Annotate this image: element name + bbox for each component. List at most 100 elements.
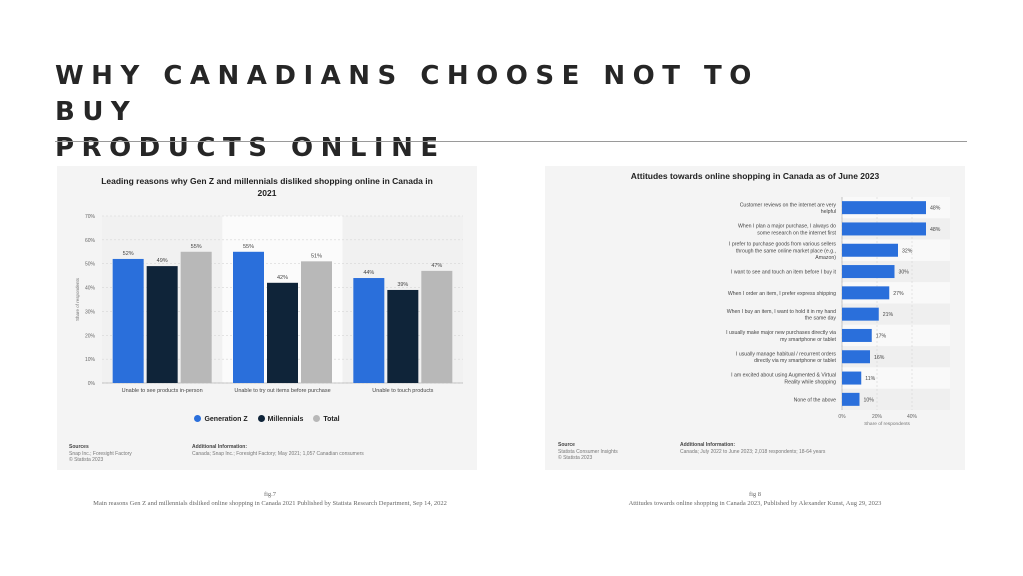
bar-value-label: 39% [397, 282, 408, 288]
bar-value-label: 11% [865, 376, 875, 382]
bar [842, 307, 879, 321]
bar [842, 371, 862, 385]
bar [421, 270, 453, 383]
legend-item-generation-z: Generation Z [194, 415, 248, 423]
chart1-info-text: Canada; Snap Inc.; Foresight Factory; Ma… [192, 450, 364, 457]
chart1-plot: 0% 10% 20% 30% 40% 50% 60% 70% Share of responde… [75, 214, 463, 394]
category-label: When I plan a major purchase, I always d… [738, 224, 836, 230]
page-title: WHY CANADIANS CHOOSE NOT TO BUY PRODUCTS… [55, 58, 855, 166]
y-tick-label: 60% [85, 238, 96, 244]
chart1-sources-line-1: Snap Inc.; Foresight Factory [69, 450, 132, 457]
category-label: Customer reviews on the internet are ver… [740, 202, 837, 208]
y-tick-label: 0% [88, 381, 96, 387]
category-label: None of the above [794, 397, 837, 403]
bar [842, 392, 860, 406]
bar [842, 328, 872, 342]
bar-value-label: 47% [431, 263, 442, 269]
bar [387, 289, 419, 383]
chart1-sources-title: Sources [69, 444, 89, 450]
category-label: I usually make major new purchases direc… [726, 330, 836, 336]
bar-value-label: 44% [363, 270, 374, 276]
chart2-additional-info: Additional Information: Canada; July 202… [680, 442, 825, 455]
chart1-sources: Sources Snap Inc.; Foresight Factory © S… [69, 444, 132, 464]
y-tick-label: 10% [85, 357, 96, 363]
bar [233, 251, 264, 383]
category-label: When I buy an item, I want to hold it in… [727, 309, 836, 315]
category-label: Reality while shopping [784, 379, 836, 385]
bar-value-label: 27% [893, 291, 904, 297]
figure1-caption-label: fig.7 [263, 491, 277, 498]
legend-item-total: Total [313, 415, 340, 423]
category-label: I usually manage habitual / recurrent or… [736, 351, 836, 357]
figure2-caption-label: fig 8 [748, 491, 762, 498]
chart1-title-line-2: 2021 [257, 188, 277, 198]
chart2-info-text: Canada; July 2022 to June 2023; 2,018 re… [680, 448, 826, 455]
bar-value-label: 49% [157, 258, 168, 264]
legend-item-millennials: Millennials [257, 415, 303, 423]
chart-panel-attitudes: Attitudes towards online shopping in Can… [545, 166, 965, 470]
chart1-sources-line-2: © Statista 2023 [69, 457, 104, 463]
bar [842, 350, 870, 364]
title-divider [55, 141, 967, 142]
category-label: some research on the internet first [757, 230, 836, 236]
bar-value-label: 55% [243, 244, 254, 250]
category-label: I want to see and touch an item before I… [731, 270, 837, 276]
chart1-additional-info: Additional Information: Canada; Snap Inc… [192, 444, 364, 457]
x-tick-label: 0% [838, 414, 846, 420]
legend-label-generation-z: Generation Z [204, 416, 248, 423]
row-band [842, 367, 950, 389]
figure2-caption-text: Attitudes towards online shopping in Can… [628, 500, 882, 507]
category-label: Amazon) [815, 255, 836, 261]
bar-value-label: 48% [930, 206, 941, 212]
category-label: When I order an item, I prefer express s… [728, 291, 836, 297]
bar-value-label: 48% [930, 227, 941, 233]
category-label: the same day [805, 316, 837, 322]
bar-value-label: 16% [874, 355, 885, 361]
x-tick-label: 40% [907, 414, 918, 420]
chart2-sources-title: Source [558, 442, 575, 448]
row-band [842, 388, 950, 410]
chart2-plot: 0% 20% 40%Share of respondents 48% Customer … [726, 197, 950, 427]
bar-value-label: 30% [899, 270, 910, 276]
bar-value-label: 51% [311, 253, 322, 259]
bar [146, 266, 178, 383]
bar-value-label: 21% [883, 312, 894, 318]
bar [112, 258, 144, 383]
bar [842, 222, 926, 236]
bar [180, 251, 212, 383]
legend-swatch-generation-z [194, 415, 202, 422]
bar-value-label: 55% [191, 244, 202, 250]
y-tick-label: 30% [85, 309, 96, 315]
category-label: helpful [821, 209, 836, 215]
legend-swatch-millennials [257, 415, 265, 422]
bar-value-label: 10% [864, 397, 875, 403]
category-label: directly via my smartphone or tablet [754, 358, 836, 364]
bar-value-label: 42% [277, 275, 288, 281]
bar [842, 243, 898, 257]
y-axis-title: Share of respondents [75, 277, 80, 321]
category-label: I prefer to purchase goods from various … [729, 241, 836, 247]
x-tick-label: 20% [872, 414, 883, 420]
page-title-line-2: PRODUCTS ONLINE [55, 133, 446, 163]
x-category-label: Unable to try out items before purchase [234, 388, 330, 394]
chart1-title: Leading reasons why Gen Z and millennial… [57, 175, 477, 199]
y-tick-label: 50% [85, 262, 96, 268]
chart2-title: Attitudes towards online shopping in Can… [630, 171, 880, 181]
legend-label-total: Total [323, 416, 340, 423]
chart1-title-line-1: Leading reasons why Gen Z and millennial… [101, 176, 433, 186]
bar [267, 282, 298, 383]
page-title-line-1: WHY CANADIANS CHOOSE NOT TO BUY [55, 61, 759, 127]
bar-value-label: 52% [123, 251, 134, 257]
category-label: through the same online market place (e.… [736, 248, 836, 254]
figure2-caption: fig 8 Attitudes towards online shopping … [535, 490, 975, 508]
bar-value-label: 32% [902, 248, 913, 254]
chart2-sources-line-1: Statista Consumer Insights [558, 448, 618, 455]
x-axis-title: Share of respondents [864, 421, 910, 427]
figure1-caption: fig.7 Main reasons Gen Z and millennials… [40, 490, 500, 508]
x-category-label: Unable to see products in-person [122, 388, 203, 394]
chart2-info-title: Additional Information: [680, 442, 735, 448]
chart2-sources: Source Statista Consumer Insights © Stat… [558, 442, 618, 462]
y-tick-label: 20% [85, 333, 96, 339]
chart1-info-title: Additional Information: [192, 444, 247, 450]
bar [842, 201, 926, 215]
